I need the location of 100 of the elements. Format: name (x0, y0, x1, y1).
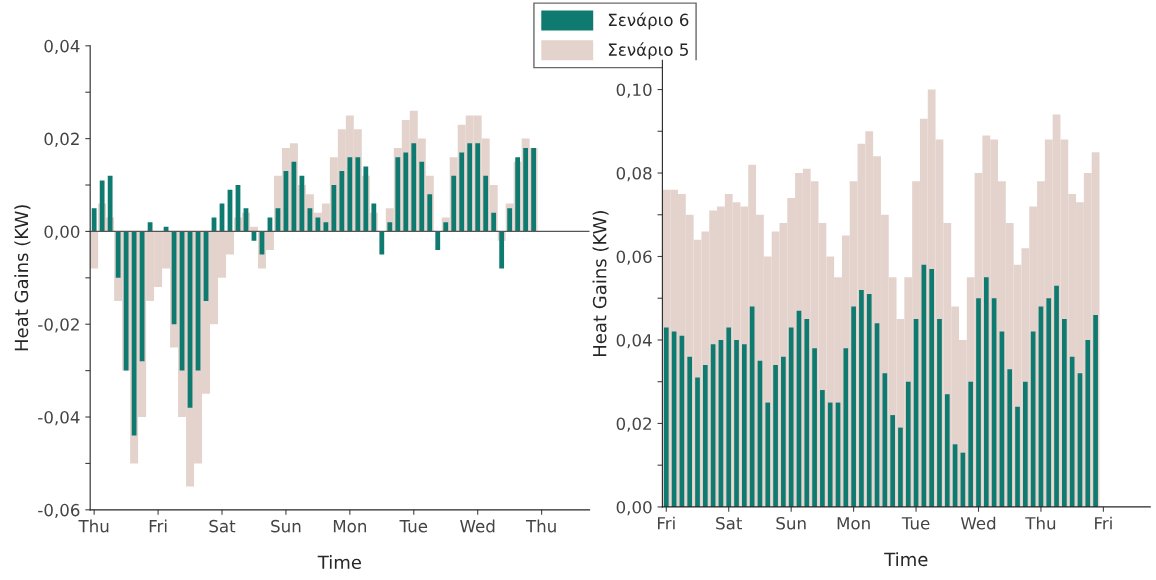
bar (371, 203, 377, 232)
bar (99, 180, 105, 232)
x-tick-label: Fri (658, 516, 675, 530)
y-tick-label: 0,08 (616, 166, 652, 182)
bar (347, 157, 353, 232)
y-tick-label: -0,06 (38, 503, 80, 519)
x-tick-label: Fri (149, 519, 167, 533)
x-tick-label: Sun (271, 519, 301, 533)
bar (781, 356, 786, 507)
x-tick-label: Tue (399, 520, 428, 533)
bar (695, 377, 700, 507)
bar (451, 175, 457, 232)
bar (427, 194, 433, 232)
legend-label: Σενάριο 5 (608, 42, 688, 60)
bar (929, 269, 935, 507)
bar (937, 319, 942, 507)
bar (339, 171, 345, 232)
bar (443, 222, 449, 232)
y-axis-title: Heat Gains (KW) (592, 210, 609, 357)
bar (419, 161, 425, 232)
bar (91, 208, 97, 232)
y-tick-label: 0,04 (616, 333, 652, 349)
bar (139, 231, 145, 362)
bar (1015, 406, 1020, 507)
x-tick-label: Thu (1025, 516, 1056, 530)
bar (467, 143, 473, 232)
bar (804, 319, 810, 507)
y-axis-title: Heat Gains (KW) (14, 205, 31, 351)
bar (890, 415, 895, 507)
bar (379, 231, 385, 255)
x-axis-title: Time (884, 552, 928, 567)
x-tick-label: Mon (333, 520, 367, 533)
bar (1022, 381, 1028, 507)
legend-label: Σενάριο 6 (608, 12, 689, 30)
bar (866, 294, 872, 507)
bar (687, 356, 693, 507)
bar (726, 327, 732, 507)
bar (765, 402, 771, 507)
bar (459, 152, 465, 232)
x-tick-label: Tue (901, 517, 930, 530)
bar (395, 157, 401, 232)
x-tick-label: Wed (960, 516, 996, 530)
bar (859, 289, 864, 507)
x-tick-label: Thu (78, 519, 109, 533)
y-tick-label: 0,00 (616, 500, 652, 516)
bar (734, 339, 739, 507)
bar (820, 390, 825, 507)
bar (435, 231, 441, 250)
bar (851, 306, 856, 507)
bar (323, 222, 329, 232)
bar (827, 402, 833, 507)
bar (1062, 319, 1067, 507)
x-tick-label: Sat (716, 516, 742, 530)
bar (898, 427, 903, 507)
bar (812, 348, 817, 507)
bar (355, 157, 361, 232)
x-tick-label: Thu (525, 519, 556, 533)
y-tick-label: 0,00 (44, 225, 80, 240)
bar (363, 166, 369, 232)
bar (905, 381, 911, 507)
bar (515, 157, 521, 232)
y-tick-label: -0,02 (38, 318, 79, 333)
y-tick-label: 0,02 (44, 132, 79, 147)
bar (331, 185, 337, 232)
bar (403, 152, 409, 232)
bar (1046, 298, 1052, 507)
bar (315, 217, 321, 232)
bar (702, 365, 708, 507)
bar (475, 143, 481, 232)
x-tick-label: Sat (209, 519, 236, 533)
bar (507, 208, 513, 232)
bar (387, 222, 393, 232)
bar (131, 231, 137, 436)
x-axis-title: Time (317, 555, 361, 570)
y-tick-label: 0,04 (44, 39, 80, 55)
x-tick-label: Sun (776, 516, 806, 530)
bar (773, 365, 778, 507)
bar (491, 212, 497, 232)
bar (663, 327, 669, 507)
y-tick-label: 0,10 (616, 83, 652, 98)
bar (499, 231, 505, 269)
bar (411, 143, 417, 232)
bar (788, 327, 794, 507)
bar (1093, 314, 1098, 507)
bar (983, 277, 989, 507)
bar (107, 175, 113, 232)
bar (976, 298, 981, 507)
bar (1085, 339, 1091, 507)
bar (483, 175, 489, 232)
bar (968, 381, 974, 507)
y-tick-label: 0,06 (616, 250, 652, 265)
bar (843, 348, 849, 507)
y-tick-label: 0,02 (616, 417, 651, 432)
x-tick-label: Mon (837, 517, 870, 530)
bar (1069, 356, 1075, 507)
x-tick-label: Wed (460, 519, 495, 533)
bar (944, 394, 950, 507)
y-tick-label: -0,04 (38, 410, 80, 426)
bar (742, 344, 747, 507)
bar (882, 373, 888, 507)
